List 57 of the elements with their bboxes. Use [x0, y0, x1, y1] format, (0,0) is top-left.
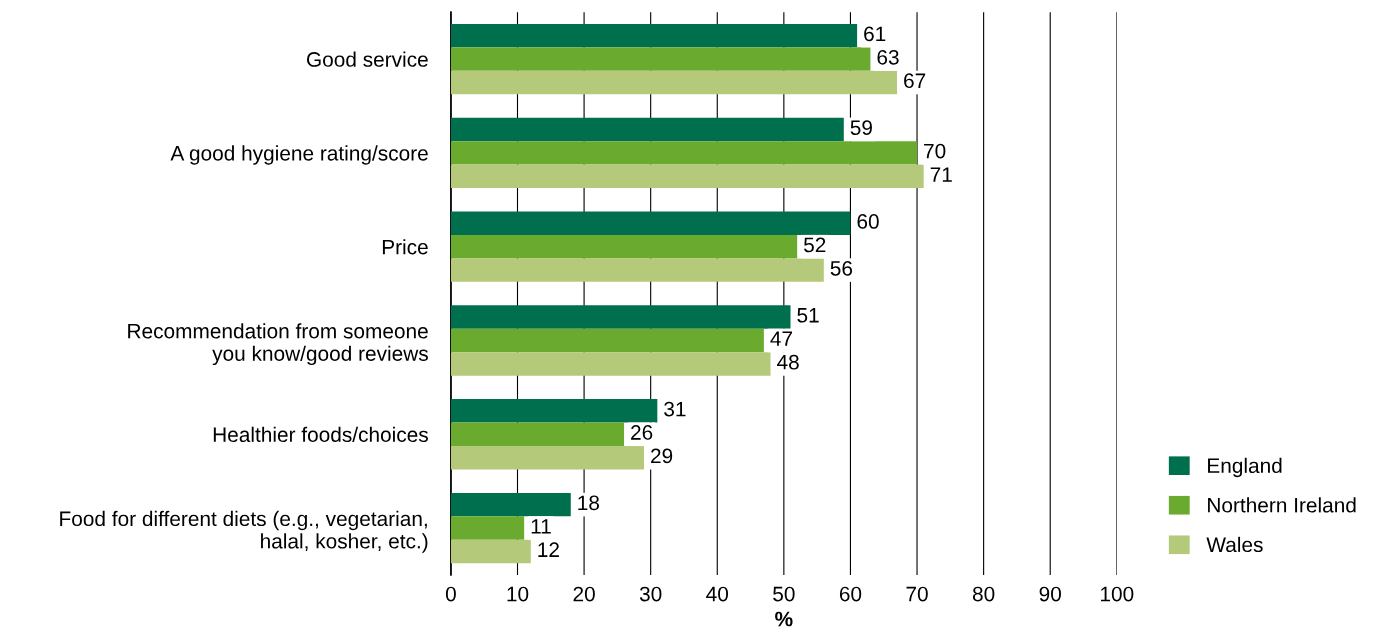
data-label: 60	[857, 214, 879, 229]
data-label: 67	[904, 73, 926, 89]
data-label: 47	[770, 331, 792, 346]
x-tick-label: 90	[1039, 586, 1061, 602]
bar	[450, 352, 771, 376]
x-axis-title: %	[775, 611, 793, 627]
x-tick-label: 0	[445, 586, 456, 602]
data-label: 61	[864, 26, 886, 42]
data-label: 12	[538, 542, 559, 557]
data-label: 11	[531, 519, 551, 534]
data-label: 56	[830, 260, 853, 276]
data-label: 63	[877, 49, 899, 65]
bar	[450, 539, 531, 564]
x-tick-label: 20	[573, 586, 595, 602]
bar	[450, 47, 871, 71]
x-tick-label: 60	[839, 586, 862, 602]
x-tick-label: 50	[773, 586, 795, 602]
bar	[450, 117, 844, 142]
data-label: 26	[631, 425, 653, 440]
x-tick-label: 70	[906, 586, 928, 602]
bar	[450, 516, 525, 540]
data-label: 18	[578, 495, 600, 511]
y-tick-label: Healthier foods/choices	[213, 426, 428, 443]
bar	[450, 492, 571, 517]
legend-label: Northern Ireland	[1208, 497, 1356, 513]
bar	[450, 328, 764, 353]
bar	[450, 70, 898, 95]
x-tick-label: 100	[1101, 586, 1134, 602]
bar	[450, 258, 824, 282]
bar	[450, 305, 791, 329]
data-label: 70	[924, 143, 946, 159]
data-label: 71	[930, 167, 952, 182]
y-tick-label: Food for different diets (e.g., vegetarian, halal, kosher, etc.)	[60, 510, 428, 553]
data-label: 48	[777, 354, 799, 370]
x-tick-label: 30	[639, 586, 662, 602]
bar	[450, 211, 851, 235]
bar	[450, 446, 645, 470]
bar	[450, 164, 924, 189]
x-tick-label: 40	[706, 586, 729, 602]
legend-label: Wales	[1206, 536, 1263, 553]
x-tick-label: 10	[507, 586, 529, 602]
data-label: 51	[797, 308, 819, 323]
y-tick-label: A good hygiene rating/score	[170, 145, 428, 165]
y-tick-label: Price	[382, 239, 428, 255]
y-tick-label: Recommendation from someone you know/good reviews	[128, 323, 428, 366]
bar	[450, 399, 658, 423]
legend-label: England	[1208, 457, 1282, 478]
data-label: 59	[850, 120, 872, 136]
data-label: 29	[651, 448, 673, 464]
bar	[450, 234, 798, 259]
bar	[450, 141, 918, 165]
x-tick-label: 80	[972, 586, 995, 602]
bar	[450, 23, 858, 48]
data-label: 31	[664, 401, 686, 417]
bar	[450, 422, 625, 446]
y-tick-label: Good service	[307, 51, 428, 67]
data-label: 52	[804, 237, 826, 253]
